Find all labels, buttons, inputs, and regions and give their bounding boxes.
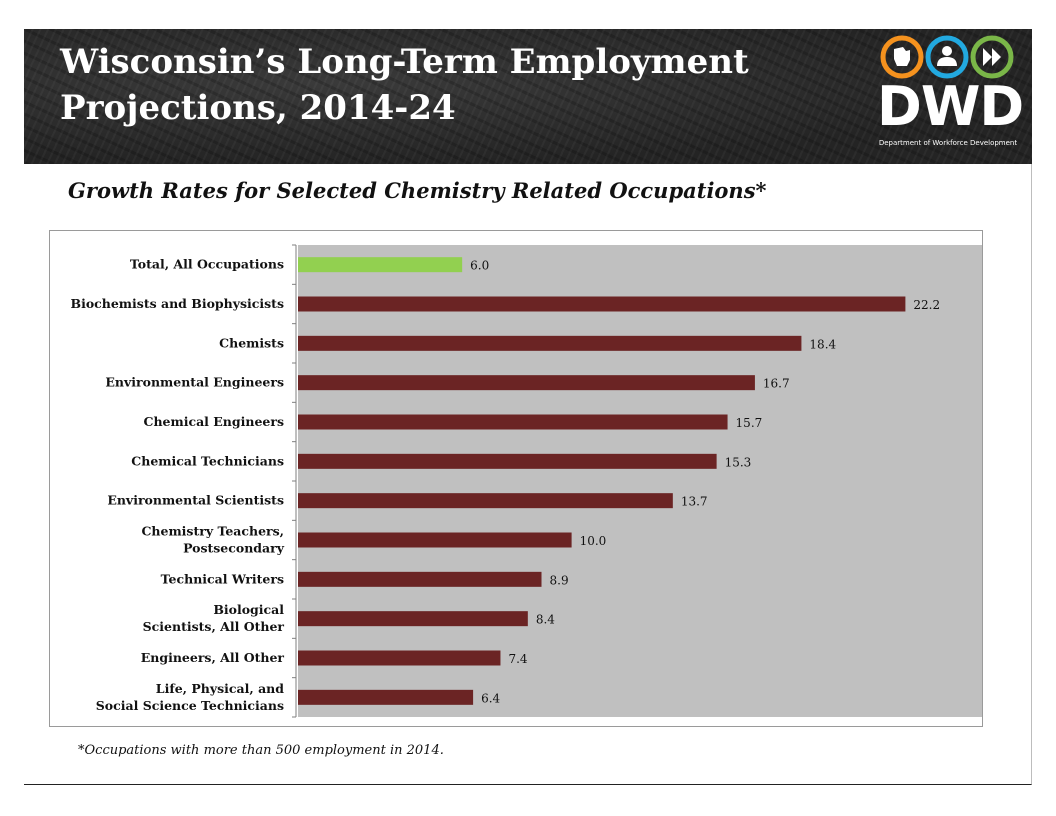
footnote: *Occupations with more than 500 employme…: [78, 743, 444, 758]
bar-6: [298, 453, 717, 469]
bar-7: [298, 493, 673, 509]
data-label-11: 7.4: [508, 652, 527, 666]
category-label-1: Total, All Occupations: [130, 257, 284, 272]
category-label-11: Engineers, All Other: [141, 650, 285, 665]
logo-tagline: Department of Workforce Development: [878, 139, 1018, 147]
plot-area: [298, 245, 982, 717]
data-label-7: 13.7: [681, 495, 708, 509]
bar-11: [298, 650, 501, 666]
category-label-9: Technical Writers: [161, 571, 284, 586]
category-label-12: Life, Physical, and Social Science Techni…: [96, 681, 284, 713]
fast-forward-icon: [970, 35, 1014, 79]
page-title: Wisconsin’s Long-Term Employment Project…: [60, 42, 749, 128]
data-label-4: 16.7: [763, 377, 790, 391]
data-label-12: 6.4: [481, 691, 500, 705]
chart-title: Growth Rates for Selected Chemistry Rela…: [68, 178, 767, 203]
data-label-3: 18.4: [809, 337, 836, 351]
bar-12: [298, 689, 474, 705]
data-label-5: 15.7: [736, 416, 763, 430]
slide-frame: [24, 29, 1032, 785]
logo-circles: [880, 35, 1014, 79]
data-label-6: 15.3: [725, 455, 752, 469]
category-label-8: Chemistry Teachers, Postsecondary: [141, 524, 284, 556]
category-label-7: Environmental Scientists: [107, 493, 284, 508]
logo-wordmark: DWD: [877, 75, 1024, 138]
category-label-2: Biochemists and Biophysicists: [71, 296, 285, 311]
bar-4: [298, 375, 755, 391]
bar-5: [298, 414, 728, 430]
category-label-10: Biological Scientists, All Other: [143, 602, 285, 634]
bar-2: [298, 296, 906, 312]
dwd-logo: DWD Department of Workforce Development: [877, 33, 1024, 157]
bar-3: [298, 335, 802, 351]
bar-1: [298, 257, 463, 273]
data-label-2: 22.2: [913, 298, 940, 312]
header-banner: Wisconsin’s Long-Term Employment Project…: [24, 29, 1032, 164]
bar-10: [298, 611, 528, 627]
data-label-10: 8.4: [536, 613, 555, 627]
bar-9: [298, 571, 542, 587]
wisconsin-state-icon: [880, 35, 924, 79]
category-label-6: Chemical Technicians: [131, 453, 284, 468]
data-label-9: 8.9: [550, 573, 569, 587]
category-label-4: Environmental Engineers: [105, 375, 284, 390]
bar-chart: 6.0 Total, All Occupations 22.2 Biochemists…: [71, 244, 982, 718]
data-label-1: 6.0: [470, 259, 489, 273]
chart-container: 6.0 Total, All Occupations 22.2 Biochemists…: [49, 230, 983, 727]
data-label-8: 10.0: [580, 534, 607, 548]
category-label-3: Chemists: [219, 335, 284, 350]
person-icon: [925, 35, 969, 79]
category-label-5: Chemical Engineers: [144, 414, 285, 429]
bar-8: [298, 532, 572, 548]
